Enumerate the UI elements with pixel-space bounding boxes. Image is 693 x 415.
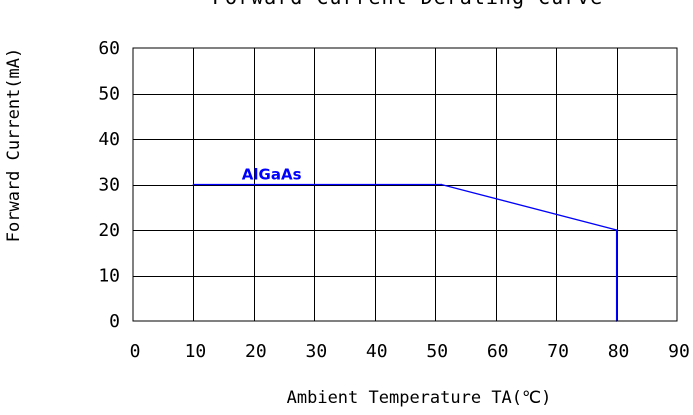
series-line bbox=[193, 183, 618, 321]
x-tick-label: 50 bbox=[426, 341, 448, 362]
tick-labels: 0 10 20 30 40 50 60 70 80 90 0 10 20 30 40 50 60 bbox=[98, 38, 690, 362]
y-tick-label: 50 bbox=[98, 84, 120, 105]
x-tick-label: 0 bbox=[130, 341, 141, 362]
series-layer: AlGaAs bbox=[192, 166, 618, 322]
y-axis-label: Forward Current(mA) bbox=[4, 48, 24, 242]
x-tick-label: 60 bbox=[487, 341, 509, 362]
series-label: AlGaAs bbox=[242, 166, 302, 184]
chart-title: Forward Current Derating Curve bbox=[212, 0, 603, 9]
y-tick-label: 20 bbox=[98, 220, 120, 241]
series-point bbox=[615, 229, 618, 231]
series-point bbox=[192, 183, 195, 186]
x-tick-label: 30 bbox=[305, 341, 327, 362]
x-tick-label: 90 bbox=[668, 341, 690, 362]
x-tick-label: 70 bbox=[547, 341, 569, 362]
x-tick-label: 20 bbox=[245, 341, 267, 362]
x-axis-label: Ambient Temperature TA(℃) bbox=[287, 388, 552, 408]
series-point bbox=[440, 183, 443, 186]
x-tick-label: 80 bbox=[608, 341, 630, 362]
x-tick-label: 40 bbox=[366, 341, 388, 362]
y-tick-label: 10 bbox=[98, 266, 120, 287]
x-tick-label: 10 bbox=[185, 341, 207, 362]
y-tick-label: 40 bbox=[98, 129, 120, 150]
y-tick-label: 0 bbox=[109, 311, 120, 332]
y-tick-label: 30 bbox=[98, 175, 120, 196]
y-tick-label: 60 bbox=[98, 38, 120, 59]
plot-frame bbox=[132, 47, 678, 322]
